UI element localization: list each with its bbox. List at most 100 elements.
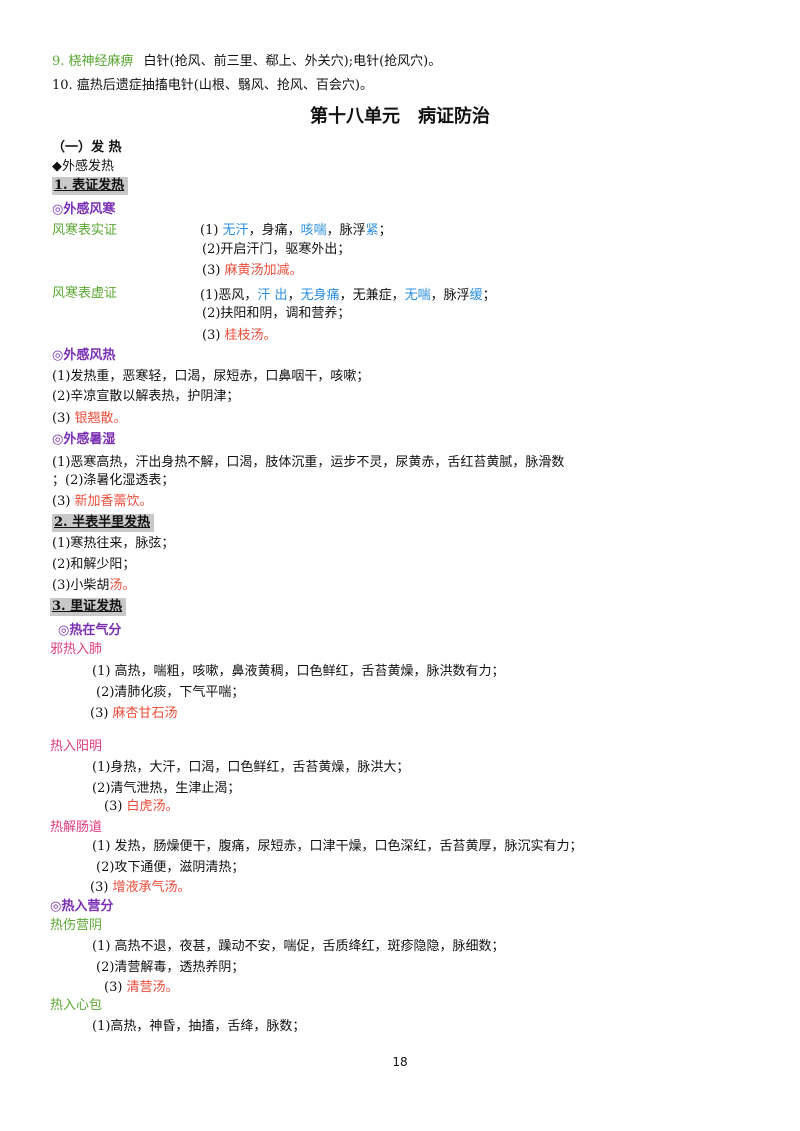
text-line: ◎热在气分: [58, 622, 121, 640]
text-line: ◆外感发热: [52, 158, 114, 176]
text-line: ◎外感暑湿: [52, 431, 115, 449]
text-segment: 无身痛: [300, 288, 340, 303]
text-segment: 麻杏甘石汤: [112, 706, 178, 721]
text-segment: ，无兼症，: [339, 288, 405, 303]
text-segment: ◎外感风寒: [52, 202, 116, 217]
text-segment: (2)辛凉宣散以解表热，护阴津；: [52, 389, 240, 404]
text-line: (1)寒热往来，脉弦；: [52, 535, 174, 553]
text-segment: ，身痛，: [248, 223, 301, 238]
text-segment: 热解肠道: [50, 820, 103, 835]
text-segment: 新加香薷饮。: [74, 494, 153, 509]
text-segment: 风寒表虚证: [52, 286, 118, 301]
text-line: 热解肠道: [50, 819, 102, 837]
text-line: 风寒表虚证: [52, 285, 117, 303]
text-segment: （一）发 热: [52, 140, 122, 155]
text-segment: 10. 瘟热后遗症抽搐电针(山根、翳风、抢风、百会穴)。: [52, 78, 373, 93]
text-segment: (1)寒热往来，脉弦；: [52, 536, 175, 551]
text-line: ◎外感风热: [52, 347, 115, 365]
text-line: 3. 里证发热: [50, 598, 127, 616]
text-segment: ◎热入营分: [50, 899, 114, 914]
text-line: (2)和解少阳；: [52, 556, 135, 574]
text-line: (1) 发热，肠燥便干，腹痛，尿短赤，口津干燥，口色深红，舌苔黄厚，脉沉实有力；: [92, 838, 583, 856]
text-segment: (1)高热，神昏，抽搐，舌绛，脉数；: [92, 1019, 306, 1034]
text-line: (1)恶风，汗 出，无身痛，无兼症，无喘，脉浮缓；: [200, 287, 496, 305]
text-line: 2. 半表半里发热: [52, 514, 155, 532]
text-segment: ◎热在气分: [58, 623, 122, 638]
text-line: 热伤营阴: [50, 917, 102, 935]
text-line: 1. 表证发热: [52, 177, 129, 195]
text-line: (2)辛凉宣散以解表热，护阴津；: [52, 388, 239, 406]
text-segment: ，脉浮: [430, 288, 470, 303]
text-segment: ；: [482, 288, 496, 303]
text-segment: (3): [52, 411, 75, 426]
text-line: (3) 白虎汤。: [104, 798, 179, 816]
text-line: （一）发 热: [52, 139, 122, 157]
text-segment: ；: [378, 223, 392, 238]
text-segment: 3. 里证发热: [52, 599, 123, 614]
text-line: ；(2)涤暑化湿透表；: [52, 472, 174, 490]
text-segment: 1. 表证发热: [54, 178, 125, 193]
text-segment: (3): [90, 706, 113, 721]
text-line: (3) 麻杏甘石汤: [90, 705, 178, 723]
text-line: (1) 高热不退，夜甚，躁动不安，喘促，舌质绛红，斑疹隐隐，脉细数；: [92, 938, 505, 956]
text-line: (1)恶寒高热，汗出身热不解，口渴，肢体沉重，运步不灵，尿黄赤，舌红苔黄腻，脉滑…: [52, 454, 564, 472]
text-line: (3) 银翘散。: [52, 410, 127, 428]
text-segment: (3)小柴胡: [52, 578, 110, 593]
text-segment: 热伤营阴: [50, 918, 103, 933]
text-line: 热入心包: [50, 997, 102, 1015]
text-segment: (1) 发热，肠燥便干，腹痛，尿短赤，口津干燥，口色深红，舌苔黄厚，脉沉实有力；: [92, 839, 583, 854]
text-segment: 紧: [365, 223, 379, 238]
text-segment: 2. 半表半里发热: [54, 515, 151, 530]
text-line: ◎外感风寒: [52, 201, 115, 219]
text-segment: 风寒表实证: [52, 223, 118, 238]
text-line: ◎热入营分: [50, 898, 113, 916]
text-segment: 增液承气汤。: [112, 880, 191, 895]
text-line: (3)小柴胡汤。: [52, 577, 135, 595]
text-segment: (3): [202, 263, 225, 278]
text-line: (1)高热，神昏，抽搐，舌绛，脉数；: [92, 1018, 305, 1036]
text-segment: (3): [52, 494, 75, 509]
text-line: (2)清肺化痰，下气平喘；: [96, 684, 244, 702]
text-segment: 邪热入肺: [50, 642, 103, 657]
text-segment: ◆外感发热: [52, 159, 114, 174]
text-segment: 白针(抢风、前三里、郗上、外关穴);电针(抢风穴)。: [143, 54, 442, 69]
text-segment: (3): [202, 328, 225, 343]
text-segment: (2)清气泄热，生津止渴；: [92, 781, 241, 796]
text-segment: (3): [104, 980, 127, 995]
text-segment: 清营汤。: [126, 980, 179, 995]
text-segment: ，: [287, 288, 301, 303]
text-segment: (1)发热重，恶寒轻，口渴，尿短赤，口鼻咽干，咳嗽；: [52, 369, 370, 384]
text-line: (3) 增液承气汤。: [90, 879, 191, 897]
text-line: (2)开启汗门，驱寒外出；: [202, 241, 350, 259]
text-segment: (3): [90, 880, 113, 895]
text-segment: ，脉浮: [326, 223, 366, 238]
text-segment: (2)开启汗门，驱寒外出；: [202, 242, 351, 257]
text-line: (2)攻下通便，滋阴清热；: [96, 859, 244, 877]
text-segment: ；(2)涤暑化湿透表；: [52, 473, 175, 488]
text-line: (1) 无汗，身痛，咳喘，脉浮紧；: [200, 222, 392, 240]
text-segment: (1)恶寒高热，汗出身热不解，口渴，肢体沉重，运步不灵，尿黄赤，舌红苔黄腻，脉滑…: [52, 455, 565, 470]
text-segment: (2)攻下通便，滋阴清热；: [96, 860, 245, 875]
text-segment: (2)清营解毒，透热养阴；: [96, 960, 245, 975]
text-line: (2)清营解毒，透热养阴；: [96, 959, 244, 977]
text-segment: 桂枝汤。: [224, 328, 277, 343]
text-segment: 18: [392, 1055, 408, 1069]
text-line: (3) 新加香薷饮。: [52, 493, 153, 511]
text-segment: 热入阳明: [50, 739, 103, 754]
text-line: 9. 桡神经麻痹 白针(抢风、前三里、郗上、外关穴);电针(抢风穴)。: [52, 53, 441, 71]
text-segment: (1)身热，大汗，口渴，口色鲜红，舌苔黄燥，脉洪大；: [92, 760, 410, 775]
text-line: 邪热入肺: [50, 641, 102, 659]
section-title: 第十八单元 病证防治: [0, 108, 800, 126]
text-segment: (2)清肺化痰，下气平喘；: [96, 685, 245, 700]
page-number: 18: [0, 1053, 800, 1071]
text-segment: 白虎汤。: [126, 799, 179, 814]
text-line: 风寒表实证: [52, 222, 117, 240]
text-line: (2)清气泄热，生津止渴；: [92, 780, 240, 798]
text-segment: (1)恶风，: [200, 288, 258, 303]
text-line: (3) 桂枝汤。: [202, 327, 277, 345]
text-segment: 汤。: [109, 578, 136, 593]
text-segment: 热入心包: [50, 998, 103, 1013]
text-segment: (1) 高热不退，夜甚，躁动不安，喘促，舌质绛红，斑疹隐隐，脉细数；: [92, 939, 505, 954]
text-line: (1)发热重，恶寒轻，口渴，尿短赤，口鼻咽干，咳嗽；: [52, 368, 369, 386]
